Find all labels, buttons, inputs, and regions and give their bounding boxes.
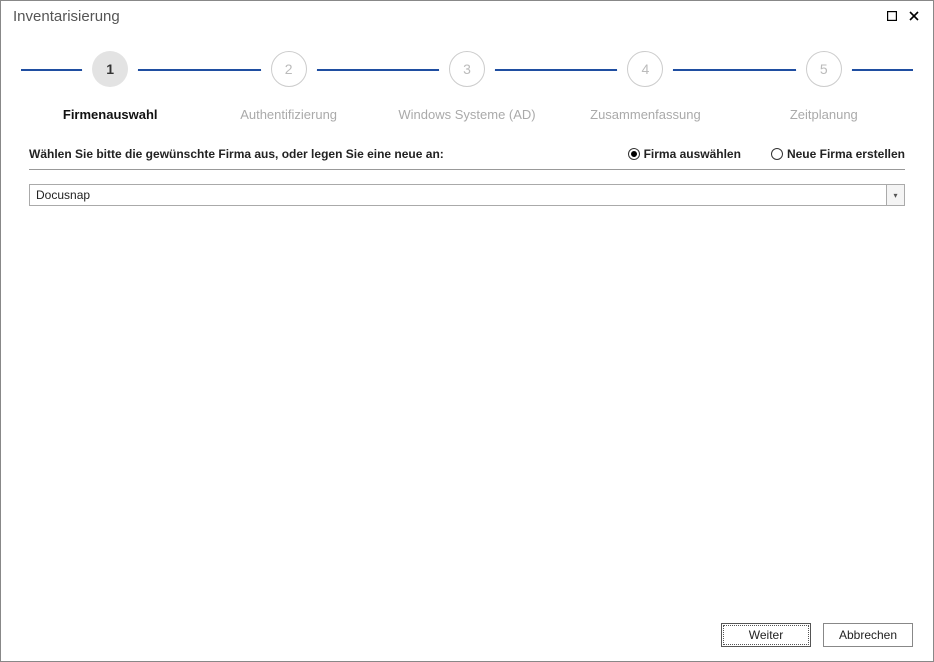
- step-badge-wrap: 1: [82, 41, 138, 97]
- wizard-step-1[interactable]: 1 Firmenauswahl: [21, 41, 199, 122]
- step-badge-wrap: 4: [617, 41, 673, 97]
- step-badge: 1: [92, 51, 128, 87]
- radio-label: Neue Firma erstellen: [787, 147, 905, 161]
- chevron-down-icon[interactable]: ▾: [886, 185, 904, 205]
- step-label: Authentifizierung: [240, 107, 337, 122]
- radio-icon: [771, 148, 783, 160]
- maximize-icon[interactable]: [881, 5, 903, 27]
- step-badge-wrap: 3: [439, 41, 495, 97]
- step-badge: 4: [627, 51, 663, 87]
- step-label: Zeitplanung: [790, 107, 858, 122]
- wizard-step-4[interactable]: 4 Zusammenfassung: [556, 41, 734, 122]
- company-dropdown[interactable]: Docusnap ▾: [29, 184, 905, 206]
- radio-group: Firma auswählen Neue Firma erstellen: [628, 147, 905, 161]
- prompt-text: Wählen Sie bitte die gewünschte Firma au…: [29, 147, 628, 161]
- radio-icon: [628, 148, 640, 160]
- window-title: Inventarisierung: [13, 8, 881, 25]
- wizard-window: Inventarisierung 1 Firmenauswahl 2 Authenti…: [0, 0, 934, 662]
- close-icon[interactable]: [903, 5, 925, 27]
- step-label: Firmenauswahl: [63, 107, 158, 122]
- step-label: Windows Systeme (AD): [398, 107, 535, 122]
- cancel-button[interactable]: Abbrechen: [823, 623, 913, 647]
- step-badge: 5: [806, 51, 842, 87]
- content-area: Wählen Sie bitte die gewünschte Firma au…: [1, 131, 933, 613]
- dropdown-value: Docusnap: [30, 185, 886, 205]
- wizard-steps: 1 Firmenauswahl 2 Authentifizierung 3 Windows…: [21, 41, 913, 131]
- wizard-step-3[interactable]: 3 Windows Systeme (AD): [378, 41, 556, 122]
- divider: [29, 169, 905, 170]
- step-badge: 3: [449, 51, 485, 87]
- step-label: Zusammenfassung: [590, 107, 701, 122]
- step-badge: 2: [271, 51, 307, 87]
- step-badge-wrap: 2: [261, 41, 317, 97]
- radio-label: Firma auswählen: [644, 147, 741, 161]
- wizard-step-5[interactable]: 5 Zeitplanung: [735, 41, 913, 122]
- wizard-step-2[interactable]: 2 Authentifizierung: [199, 41, 377, 122]
- prompt-row: Wählen Sie bitte die gewünschte Firma au…: [29, 141, 905, 169]
- radio-create-company[interactable]: Neue Firma erstellen: [771, 147, 905, 161]
- next-button[interactable]: Weiter: [721, 623, 811, 647]
- radio-select-company[interactable]: Firma auswählen: [628, 147, 741, 161]
- step-badge-wrap: 5: [796, 41, 852, 97]
- titlebar: Inventarisierung: [1, 1, 933, 31]
- footer: Weiter Abbrechen: [1, 613, 933, 661]
